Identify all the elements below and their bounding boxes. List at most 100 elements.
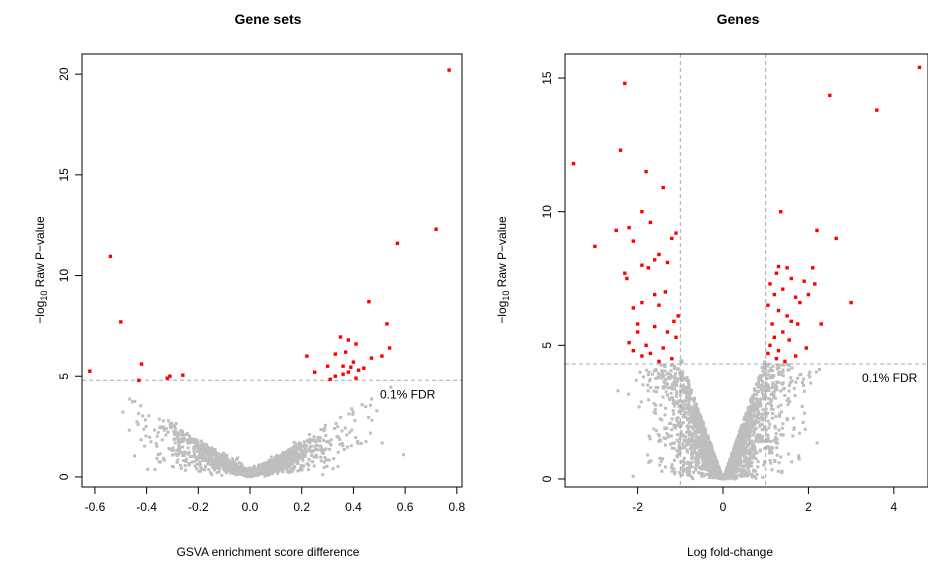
genes-background-point bbox=[696, 452, 700, 456]
genes-background-point bbox=[693, 439, 697, 443]
gene-sets-background-point bbox=[281, 454, 285, 458]
genes-background-point bbox=[738, 469, 742, 473]
gene-sets-background-point bbox=[263, 468, 267, 472]
genes-background-point bbox=[775, 437, 779, 441]
genes-background-point bbox=[664, 443, 667, 447]
genes-background-point bbox=[675, 438, 679, 442]
genes-background-point bbox=[682, 456, 686, 460]
genes-background-point bbox=[696, 407, 700, 411]
gene-sets-significant-point bbox=[395, 241, 400, 245]
gene-sets-significant-point bbox=[333, 352, 337, 356]
genes-background-point bbox=[703, 431, 707, 434]
gene-sets-background-point bbox=[245, 472, 248, 476]
gene-sets-background-point bbox=[336, 425, 340, 429]
genes-background-point bbox=[689, 409, 693, 413]
genes-background-point bbox=[739, 452, 743, 456]
gene-sets-background-point bbox=[265, 468, 269, 472]
gene-sets-background-point bbox=[177, 443, 181, 447]
genes-background-point bbox=[670, 446, 674, 450]
genes-background-point bbox=[777, 372, 781, 376]
genes-background-point bbox=[677, 404, 681, 408]
gene-sets-background-point bbox=[254, 473, 258, 477]
genes-background-point bbox=[744, 433, 747, 437]
gene-sets-background-point bbox=[162, 458, 166, 462]
genes-significant-point bbox=[815, 228, 819, 233]
genes-significant-point bbox=[665, 260, 670, 265]
gene-sets-background-point bbox=[350, 428, 354, 432]
genes-background-point bbox=[786, 397, 790, 401]
genes-background-point bbox=[736, 439, 740, 443]
genes-background-point bbox=[769, 461, 773, 465]
gene-sets-background-point bbox=[289, 447, 293, 451]
genes-background-point bbox=[669, 373, 673, 377]
gene-sets-background-point bbox=[274, 458, 278, 462]
genes-background-point bbox=[688, 431, 692, 435]
genes-background-point bbox=[777, 366, 781, 370]
gene-sets-title: Gene sets bbox=[235, 11, 302, 27]
genes-background-point bbox=[790, 460, 794, 464]
genes-background-point bbox=[672, 467, 676, 471]
genes-significant-point bbox=[646, 266, 650, 270]
genes-significant-point bbox=[772, 335, 776, 339]
genes-marks: 0.1% FDR bbox=[565, 54, 928, 487]
genes-background-point bbox=[662, 386, 666, 390]
genes-background-point bbox=[797, 454, 801, 458]
genes-background-point bbox=[773, 459, 776, 462]
genes-background-point bbox=[713, 464, 717, 468]
gene-sets-background-point bbox=[296, 460, 300, 464]
gene-sets-background-point bbox=[261, 472, 265, 476]
genes-background-point bbox=[755, 414, 759, 418]
gene-sets-background-point bbox=[309, 444, 313, 448]
genes-background-point bbox=[683, 407, 687, 410]
genes-background-point bbox=[660, 469, 664, 473]
genes-background-point bbox=[691, 427, 695, 431]
gene-sets-background-point bbox=[351, 410, 355, 414]
genes-background-point bbox=[682, 469, 686, 473]
gene-sets-background-point bbox=[225, 453, 229, 457]
gene-sets-background-point bbox=[325, 464, 329, 468]
genes-background-point bbox=[672, 424, 676, 428]
genes-background-point bbox=[679, 432, 683, 435]
gene-sets-background-point bbox=[359, 441, 363, 445]
genes-background-point bbox=[676, 377, 680, 381]
genes-background-point bbox=[781, 363, 785, 367]
genes-background-point bbox=[658, 417, 662, 421]
gene-sets-background-point bbox=[236, 469, 240, 473]
genes-background-point bbox=[680, 379, 683, 382]
genes-title: Genes bbox=[717, 11, 760, 27]
genes-background-points bbox=[616, 359, 821, 481]
gene-sets-background-point bbox=[173, 437, 177, 441]
gene-sets-background-point bbox=[206, 462, 210, 466]
genes-background-point bbox=[687, 433, 691, 437]
gene-sets-x-tick-label: 0.4 bbox=[345, 500, 362, 514]
gene-sets-significant-point bbox=[356, 368, 361, 372]
gene-sets-background-point bbox=[235, 458, 238, 461]
genes-background-point bbox=[693, 430, 697, 434]
genes-background-point bbox=[697, 416, 701, 420]
genes-background-point bbox=[663, 426, 667, 430]
genes-background-point bbox=[694, 402, 698, 406]
genes-background-point bbox=[681, 459, 685, 463]
gene-sets-background-point bbox=[243, 467, 247, 471]
genes-background-point bbox=[808, 370, 812, 374]
gene-sets-significant-point bbox=[168, 374, 172, 378]
genes-background-point bbox=[654, 403, 658, 407]
genes-background-point bbox=[762, 394, 766, 398]
genes-background-point bbox=[752, 469, 756, 473]
gene-sets-background-point bbox=[269, 462, 273, 466]
genes-background-point bbox=[770, 416, 774, 420]
gene-sets-background-point bbox=[175, 460, 179, 464]
genes-background-point bbox=[807, 373, 811, 377]
genes-significant-point bbox=[774, 357, 779, 361]
genes-background-point bbox=[746, 410, 750, 414]
genes-background-point bbox=[654, 429, 658, 433]
gene-sets-background-point bbox=[380, 441, 384, 445]
genes-background-point bbox=[707, 473, 711, 477]
gene-sets-background-point bbox=[214, 453, 218, 457]
gene-sets-background-point bbox=[237, 461, 241, 465]
gene-sets-background-point bbox=[269, 458, 273, 462]
genes-background-point bbox=[682, 377, 686, 381]
genes-background-point bbox=[673, 364, 677, 368]
genes-background-point bbox=[692, 425, 696, 429]
gene-sets-plot-frame bbox=[81, 53, 463, 488]
